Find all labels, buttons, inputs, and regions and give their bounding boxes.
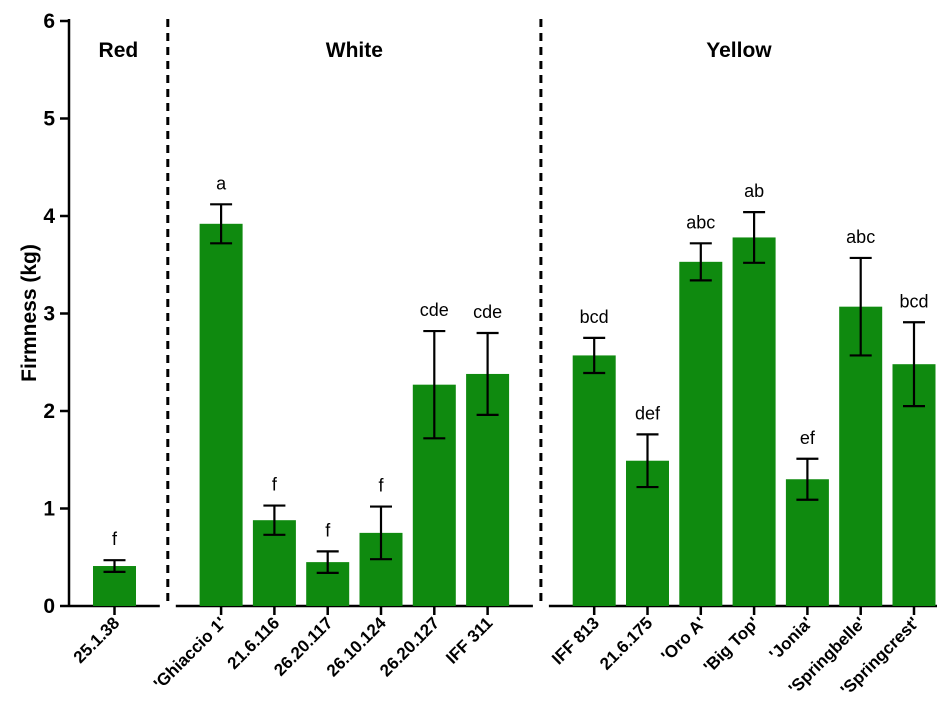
y-tick-label: 1 <box>43 498 55 521</box>
y-tick-label: 4 <box>43 205 55 228</box>
significance-label: cde <box>473 302 502 322</box>
x-tick-label: 'Jonia' <box>766 613 817 664</box>
significance-label: abc <box>686 212 715 232</box>
significance-label: abc <box>846 227 875 247</box>
significance-label: ab <box>744 181 764 201</box>
significance-labels: f a f f f cde cde bcd def abc ab ef abc bcd <box>112 173 929 549</box>
x-tick-label: 'Big Top' <box>700 613 763 676</box>
significance-label: f <box>272 475 278 495</box>
significance-label: bcd <box>899 291 928 311</box>
significance-label: a <box>216 173 227 193</box>
significance-label: def <box>635 403 661 423</box>
y-tick-label: 6 <box>43 10 55 33</box>
error-bars <box>103 203 925 574</box>
group-label: Yellow <box>706 39 772 62</box>
bar <box>679 261 723 606</box>
group-label: Red <box>99 39 139 62</box>
x-tick-labels: 25.1.38 'Ghiaccio 1'21.6.11626.20.11726.1… <box>70 613 923 699</box>
y-tick-label: 3 <box>43 303 55 326</box>
bars <box>93 223 936 607</box>
x-tick-label: IFF 311 <box>442 613 496 667</box>
significance-label: f <box>378 476 384 496</box>
y-axis-title: Firmness (kg) <box>18 244 41 382</box>
significance-label: bcd <box>580 307 609 327</box>
y-tick-label: 5 <box>43 108 55 131</box>
y-tick-label: 0 <box>43 595 55 618</box>
y-tick-label: 2 <box>43 400 55 423</box>
y-axis: 0 1 2 3 4 5 6 <box>43 10 71 618</box>
bar <box>572 355 616 606</box>
bar <box>732 237 776 606</box>
significance-label: cde <box>420 300 449 320</box>
significance-label: f <box>112 529 118 549</box>
group-labels: Red White Yellow <box>99 39 773 62</box>
group-label: White <box>326 39 383 62</box>
x-tick-label: IFF 813 <box>548 613 603 668</box>
x-tick-label: 25.1.38 <box>70 613 124 667</box>
significance-label: f <box>325 520 331 540</box>
significance-label: ef <box>800 428 816 448</box>
x-axis <box>69 604 937 615</box>
bar <box>199 223 243 607</box>
x-tick-label: 'Ghiaccio 1' <box>150 613 230 693</box>
bar <box>839 306 883 606</box>
x-tick-label: 21.6.175 <box>596 613 656 673</box>
x-tick-label: 'Oro A' <box>658 613 710 665</box>
